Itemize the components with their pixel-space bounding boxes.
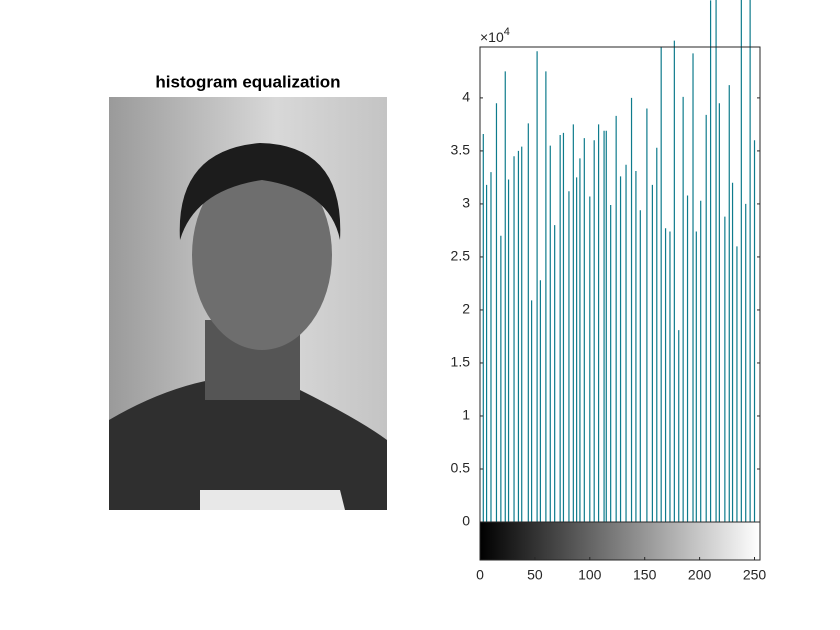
exponent-power: 4	[504, 26, 510, 38]
y-tick-label: 3	[462, 195, 470, 211]
y-tick-label: 0	[462, 513, 470, 529]
x-tick-label: 50	[527, 567, 543, 583]
image-title: histogram equalization	[155, 72, 340, 91]
x-tick-label: 100	[578, 567, 602, 583]
histogram	[482, 0, 756, 522]
exponent-base: ×10	[480, 29, 504, 45]
y-tick-label: 2	[462, 301, 470, 317]
y-tick-label: 2.5	[451, 248, 471, 264]
y-exponent: ×104	[480, 26, 510, 45]
y-tick-label: 1	[462, 407, 470, 423]
y-tick-label: 3.5	[451, 142, 471, 158]
y-tick-label: 4	[462, 89, 470, 105]
x-tick-label: 150	[633, 567, 657, 583]
x-tick-label: 200	[688, 567, 712, 583]
x-tick-label: 0	[476, 567, 484, 583]
y-tick-label: 1.5	[451, 354, 471, 370]
photo	[109, 97, 387, 510]
y-tick-label: 0.5	[451, 460, 471, 476]
x-tick-label: 250	[743, 567, 767, 583]
axes-box	[479, 46, 761, 523]
colorbar	[479, 521, 761, 561]
